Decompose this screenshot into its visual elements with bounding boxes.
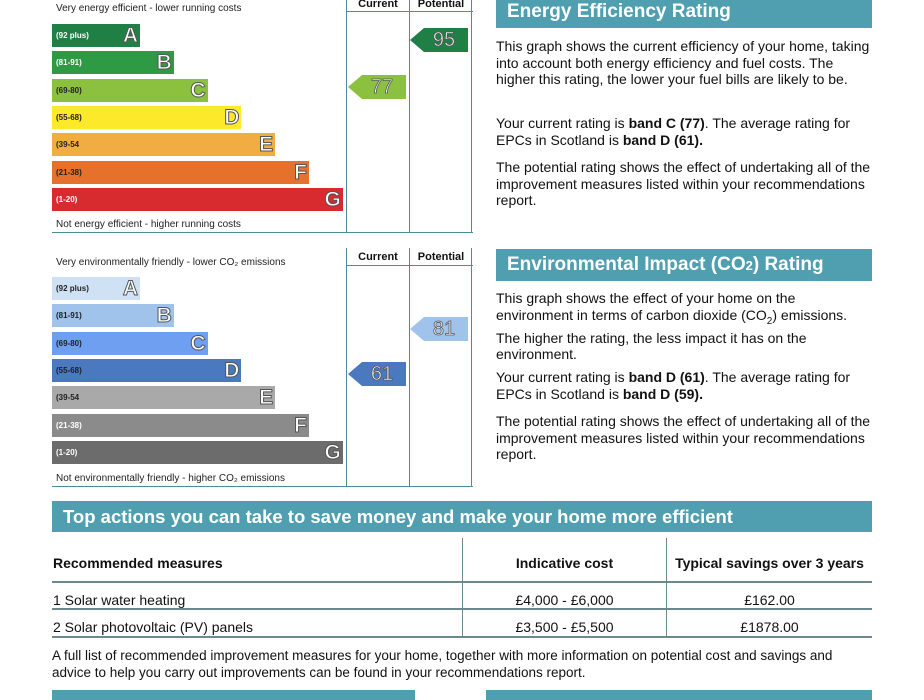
band-range: (21-38) xyxy=(56,167,82,177)
band-letter: C xyxy=(190,78,206,102)
band-e: (39-54 E xyxy=(52,133,276,157)
potential-rating-arrow: 81 xyxy=(410,317,468,341)
row-2-savings: £1878.00 xyxy=(740,619,799,635)
band-range: (92 plus) xyxy=(56,284,89,293)
band-letter: G xyxy=(324,440,341,464)
header-cost: Indicative cost xyxy=(515,555,614,571)
top-caption: Very energy efficient - lower running co… xyxy=(56,3,242,14)
potential-column-header: Potential xyxy=(417,0,465,10)
top-actions-heading: Top actions you can take to save money a… xyxy=(52,501,872,532)
current-rating-arrow: 61 xyxy=(348,362,406,386)
row-2-cost: £3,500 - £5,500 xyxy=(515,619,614,635)
header-savings: Typical savings over 3 years xyxy=(675,555,864,571)
band-letter: G xyxy=(324,187,341,211)
band-b: (81-91) B xyxy=(52,51,174,75)
row-1-cost: £4,000 - £6,000 xyxy=(515,592,614,608)
current-column-header: Current xyxy=(358,0,398,10)
band-range: (55-68) xyxy=(56,112,82,122)
row-2-measure: 2 Solar photovoltaic (PV) panels xyxy=(53,619,253,635)
potential-column-header: Potential xyxy=(417,251,465,263)
text: 2 xyxy=(745,257,753,273)
current-band: band D (61) xyxy=(628,369,705,385)
band-letter: E xyxy=(259,133,274,157)
band-g: (1-20) G xyxy=(52,440,343,464)
text: 2 xyxy=(766,315,773,327)
potential-rating-arrow: 95 xyxy=(410,28,468,52)
current-column-header: Current xyxy=(358,251,398,263)
band-c: (69-80) C xyxy=(52,331,208,355)
top-caption: Very environmentally friendly - lower CO… xyxy=(56,257,286,268)
current-band: band C (77) xyxy=(628,115,705,131)
band-f: (21-38) F xyxy=(52,413,309,437)
band-range: (81-91) xyxy=(56,311,82,321)
energy-current-rating: Your current rating is band C (77). The … xyxy=(496,115,872,148)
band-letter: B xyxy=(156,304,172,328)
text: . The average rating for EPCs in Scotlan… xyxy=(496,115,851,148)
text: Your current rating is xyxy=(496,369,629,385)
band-range: (81-91) xyxy=(56,58,82,68)
band-range: (21-38) xyxy=(56,420,82,430)
text: ) Rating xyxy=(752,254,824,275)
energy-description: This graph shows the current efficiency … xyxy=(496,38,870,87)
band-range: (1-20) xyxy=(56,447,78,457)
band-range: (39-54 xyxy=(56,393,80,403)
section-header-bar xyxy=(486,690,872,700)
band-d: (55-68) D xyxy=(52,105,242,129)
average-band: band D (59). xyxy=(622,385,703,402)
band-letter: D xyxy=(224,358,240,382)
band-letter: A xyxy=(122,277,138,300)
section-header-bar xyxy=(52,690,415,700)
band-g: (1-20) G xyxy=(52,187,343,211)
band-letter: F xyxy=(294,160,308,184)
band-range: (69-80) xyxy=(56,85,82,95)
band-letter: B xyxy=(156,51,172,75)
band-f: (21-38) F xyxy=(52,160,309,184)
row-1-measure: 1 Solar water heating xyxy=(53,592,186,608)
band-letter: A xyxy=(122,24,138,47)
header-measures: Recommended measures xyxy=(53,555,223,571)
band-range: (69-80) xyxy=(56,338,82,348)
row-1-savings: £162.00 xyxy=(744,592,795,608)
band-range: (92 plus) xyxy=(56,31,89,40)
band-b: (81-91) B xyxy=(52,304,174,328)
band-a: (92 plus) A xyxy=(52,277,140,300)
band-c: (69-80) C xyxy=(52,78,208,102)
band-d: (55-68) D xyxy=(52,358,242,382)
band-letter: D xyxy=(224,105,240,129)
text: Your current rating is xyxy=(496,115,629,131)
environmental-impact-chart: Current Potential Very environmentally f… xyxy=(52,248,473,487)
text: ) emissions. The higher the rating, the … xyxy=(496,306,848,363)
band-letter: C xyxy=(190,331,206,355)
energy-efficiency-chart: Current Potential Very energy efficient … xyxy=(52,0,473,233)
band-range: (1-20) xyxy=(56,194,78,204)
energy-efficiency-heading: Energy Efficiency Rating xyxy=(496,0,872,28)
environment-current-rating: Your current rating is band D (61). The … xyxy=(496,369,872,402)
band-letter: F xyxy=(294,413,308,437)
environment-description: This graph shows the effect of your home… xyxy=(496,290,872,363)
text: . The average rating for EPCs in Scotlan… xyxy=(496,369,851,402)
text: Environmental Impact (CO xyxy=(507,254,746,275)
environment-potential-note: The potential rating shows the effect of… xyxy=(496,413,871,462)
bottom-caption: Not environmentally friendly - higher CO… xyxy=(56,473,285,484)
recommendations-footer: A full list of recommended improvement m… xyxy=(52,648,833,680)
band-range: (55-68) xyxy=(56,365,82,375)
average-band: band D (61). xyxy=(622,131,703,148)
current-rating-arrow: 77 xyxy=(348,75,406,99)
text: This graph shows the effect of your home… xyxy=(496,290,796,323)
bottom-caption: Not energy efficient - higher running co… xyxy=(56,219,241,230)
energy-potential-note: The potential rating shows the effect of… xyxy=(496,159,871,208)
band-a: (92 plus) A xyxy=(52,24,140,47)
band-e: (39-54 E xyxy=(52,386,276,410)
environmental-impact-heading: Environmental Impact (CO 2) Rating xyxy=(496,249,872,281)
band-range: (39-54 xyxy=(56,140,80,150)
band-letter: E xyxy=(259,386,274,410)
